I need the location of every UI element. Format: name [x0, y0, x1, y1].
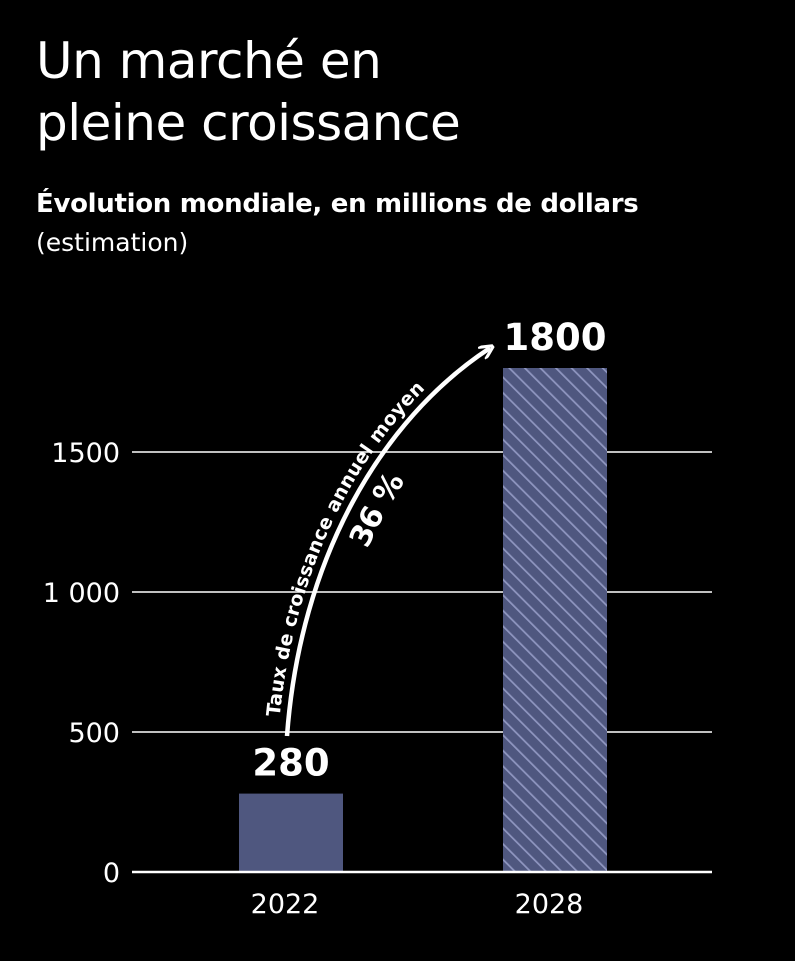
growth-annotation: Taux de croissance annuel moyen 36 % [263, 348, 490, 737]
x-tick-label: 2028 [515, 889, 584, 920]
axes: 0 500 1 000 1500 280 2022 1800 2028 [43, 316, 712, 920]
y-tick-label: 0 [103, 858, 120, 889]
bars [239, 368, 607, 872]
data-label: 280 [252, 742, 329, 785]
gridlines [132, 451, 712, 733]
y-tick-label: 1 000 [43, 578, 120, 609]
y-tick-label: 500 [68, 718, 120, 749]
chart-title: Un marché en pleine croissance [36, 30, 461, 154]
chart-note: (estimation) [36, 228, 189, 257]
chart-title-line-1: Un marché en [36, 32, 382, 90]
bar-2028 [503, 368, 607, 872]
chart-subtitle: Évolution mondiale, en millions de dolla… [36, 189, 639, 219]
x-tick-label: 2022 [251, 889, 320, 920]
data-label: 1800 [504, 316, 607, 359]
y-tick-label: 1500 [51, 438, 120, 469]
growth-arrow [284, 348, 490, 737]
chart-title-line-2: pleine croissance [36, 94, 461, 152]
bar-2022 [239, 793, 343, 872]
